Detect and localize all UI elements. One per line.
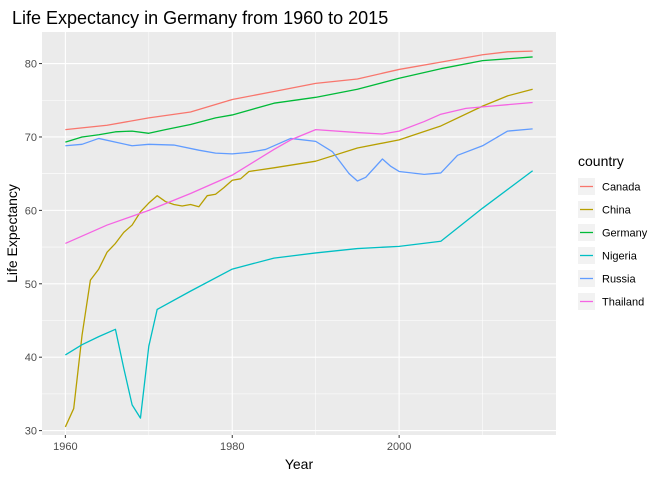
legend-title: country (578, 153, 624, 169)
y-axis-title: Life Expectancy (4, 184, 20, 283)
legend-label: China (602, 205, 632, 217)
minor-gridlines (42, 32, 556, 435)
legend-label: Germany (602, 228, 648, 240)
series-lines (64, 50, 534, 428)
y-tick-label: 60 (25, 205, 37, 217)
y-tick-label: 70 (25, 132, 37, 144)
plot-panel (42, 32, 556, 435)
legend-label: Thailand (602, 297, 644, 309)
series-line-thailand (65, 101, 533, 245)
legend-label: Canada (602, 182, 641, 194)
legend-item-russia: Russia (578, 270, 637, 287)
legend-item-germany: Germany (578, 224, 648, 241)
series-line-china (64, 88, 533, 428)
legend-item-canada: Canada (578, 178, 641, 195)
legend-item-thailand: Thailand (578, 293, 644, 310)
x-axis-title: Year (285, 456, 314, 472)
legend-items: Canada China Germany Nigeria Russia Thailand (578, 178, 648, 310)
x-tick-label: 1980 (220, 441, 244, 453)
x-tick-label: 1960 (53, 441, 77, 453)
y-axis-ticks: 30 40 50 60 70 80 (25, 59, 42, 438)
legend-label: Nigeria (602, 251, 638, 263)
legend-item-nigeria: Nigeria (578, 247, 638, 264)
series-line-russia (65, 128, 533, 182)
series-line-germany (65, 56, 533, 143)
chart-title: Life Expectancy in Germany from 1960 to … (12, 8, 388, 28)
legend: country Canada China Germany Nigeria Russia T… (578, 153, 648, 310)
x-axis-ticks: 1960 1980 2000 (53, 435, 411, 453)
y-tick-label: 80 (25, 59, 37, 71)
x-tick-label: 2000 (387, 441, 411, 453)
series-line-nigeria (65, 170, 534, 419)
legend-label: Russia (602, 274, 637, 286)
legend-item-china: China (578, 201, 632, 218)
y-tick-label: 30 (25, 426, 37, 438)
series-line-canada (65, 50, 533, 131)
y-tick-label: 40 (25, 352, 37, 364)
y-tick-label: 50 (25, 279, 37, 291)
